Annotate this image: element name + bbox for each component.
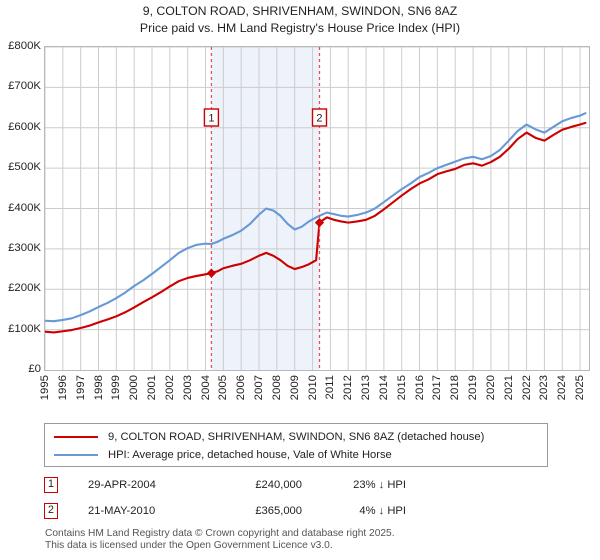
x-tick-label: 2015 xyxy=(395,375,408,401)
footer-copyright: Contains HM Land Registry data © Crown c… xyxy=(45,528,395,539)
legend-item-price-paid: 9, COLTON ROAD, SHRIVENHAM, SWINDON, SN6… xyxy=(45,428,547,446)
x-tick-label: 2017 xyxy=(431,375,444,401)
series-line-price-paid xyxy=(45,121,587,334)
x-tick-label: 2006 xyxy=(235,375,248,401)
transaction-hpi-delta-1: 23% ↓ HPI xyxy=(353,479,406,491)
x-tick-label: 2023 xyxy=(538,375,551,401)
legend-label-hpi: HPI: Average price, detached house, Vale… xyxy=(108,449,392,461)
x-tick-label: 2007 xyxy=(253,375,266,401)
x-tick-label: 1997 xyxy=(74,375,87,401)
x-tick-label: 2012 xyxy=(342,375,355,401)
x-tick-label: 2001 xyxy=(146,375,159,401)
y-tick-label: £100K xyxy=(8,322,41,335)
transaction-list: 1 29-APR-2004 £240,000 23% ↓ HPI 2 21-MA… xyxy=(44,472,464,524)
series-line-hpi xyxy=(45,112,587,323)
x-tick-label: 2013 xyxy=(360,375,373,401)
x-tick-label: 2018 xyxy=(449,375,462,401)
legend-swatch-price-paid xyxy=(54,436,98,438)
table-row[interactable]: 2 21-MAY-2010 £365,000 4% ↓ HPI xyxy=(44,498,464,524)
transaction-badge-1: 1 xyxy=(44,477,58,493)
y-tick-label: £600K xyxy=(8,120,41,133)
x-tick-label: 2009 xyxy=(288,375,301,401)
x-tick-label: 2002 xyxy=(163,375,176,401)
y-tick-label: £700K xyxy=(8,80,41,93)
y-tick-label: £800K xyxy=(8,40,41,52)
legend-item-hpi: HPI: Average price, detached house, Vale… xyxy=(45,446,547,464)
transaction-hpi-delta-2: 4% ↓ HPI xyxy=(359,505,406,517)
event-badge-box-2[interactable] xyxy=(311,108,328,127)
y-axis-labels: £0 £100K £200K £300K £400K £500K £600K £700K £80… xyxy=(0,40,41,375)
x-tick-label: 2020 xyxy=(484,375,497,401)
x-tick-label: 2016 xyxy=(413,375,426,401)
page-title: 9, COLTON ROAD, SHRIVENHAM, SWINDON, SN6… xyxy=(0,3,600,37)
x-tick-label: 2005 xyxy=(217,375,230,401)
transaction-price-1: £240,000 xyxy=(255,479,302,491)
y-tick-label: £400K xyxy=(8,201,41,214)
x-tick-label: 2010 xyxy=(306,375,319,401)
footer-licence: This data is licensed under the Open Gov… xyxy=(45,540,333,551)
footer-attribution: Contains HM Land Registry data © Crown c… xyxy=(45,528,565,552)
chart-container: £0 £100K £200K £300K £400K £500K £600K £700K £80… xyxy=(0,38,600,400)
x-tick-label: 2000 xyxy=(128,375,141,401)
sale-marker-2[interactable] xyxy=(314,218,325,228)
x-tick-label: 2003 xyxy=(181,375,194,401)
legend-swatch-hpi xyxy=(54,454,98,456)
x-tick-label: 2011 xyxy=(324,375,337,400)
legend-label-price-paid: 9, COLTON ROAD, SHRIVENHAM, SWINDON, SN6… xyxy=(108,431,485,443)
x-tick-label: 2021 xyxy=(502,375,515,401)
x-tick-label: 2019 xyxy=(467,375,480,401)
x-tick-label: 1996 xyxy=(56,375,69,401)
x-axis-labels: 1995 1996 1997 1998 1999 2000 2001 2002 2003 2004… xyxy=(39,375,590,417)
transaction-price-2: £365,000 xyxy=(255,505,302,517)
y-tick-label: £300K xyxy=(8,241,41,254)
y-tick-label: £0 xyxy=(28,363,41,375)
x-tick-label: 2025 xyxy=(574,375,587,401)
x-tick-label: 1998 xyxy=(92,375,105,401)
event-badge-label-1: 1 xyxy=(208,113,214,125)
title-subtitle: Price paid vs. HM Land Registry's House … xyxy=(139,21,461,35)
title-address: 9, COLTON ROAD, SHRIVENHAM, SWINDON, SN6… xyxy=(142,4,458,18)
x-tick-label: 2022 xyxy=(520,375,533,401)
transaction-date-2: 21-MAY-2010 xyxy=(88,505,156,517)
event-badge-box-1[interactable] xyxy=(203,108,220,127)
transaction-date-1: 29-APR-2004 xyxy=(88,479,156,491)
transaction-badge-2: 2 xyxy=(44,503,58,519)
x-tick-label: 2008 xyxy=(270,375,283,401)
table-row[interactable]: 1 29-APR-2004 £240,000 23% ↓ HPI xyxy=(44,472,464,498)
chart-legend: 9, COLTON ROAD, SHRIVENHAM, SWINDON, SN6… xyxy=(44,423,548,467)
x-tick-label: 2024 xyxy=(556,375,569,401)
x-tick-label: 2014 xyxy=(377,375,390,401)
y-tick-label: £200K xyxy=(8,282,41,295)
x-tick-label: 1995 xyxy=(39,375,51,401)
y-tick-label: £500K xyxy=(8,161,41,174)
x-tick-label: 1999 xyxy=(110,375,123,401)
event-badge-label-2: 2 xyxy=(316,113,322,125)
x-tick-label: 2004 xyxy=(199,375,212,401)
